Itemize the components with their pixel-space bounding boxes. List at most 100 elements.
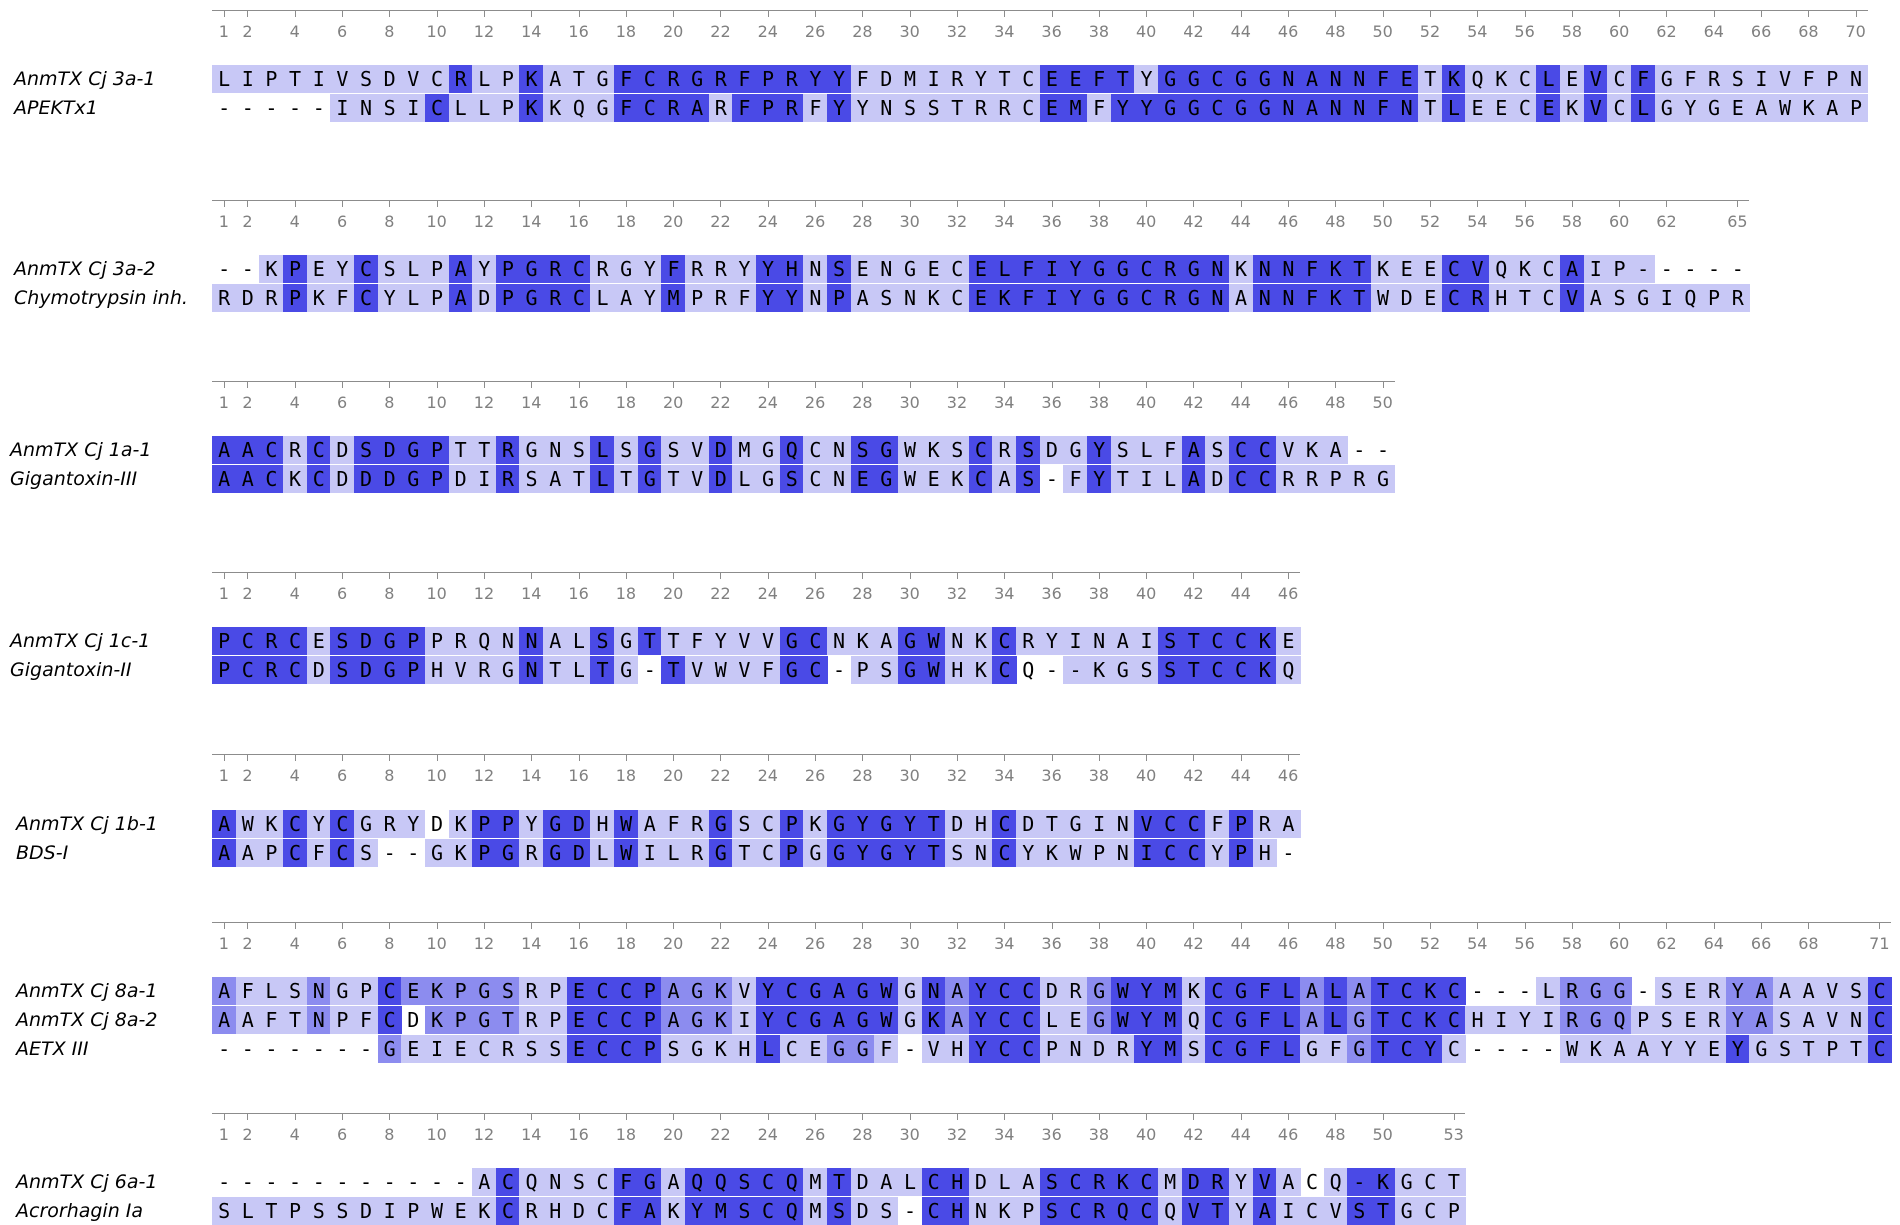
residue: H	[1252, 839, 1277, 867]
residue: D	[566, 1197, 591, 1225]
residue: E	[566, 1006, 591, 1034]
residue: G	[1394, 1168, 1419, 1196]
residue: C	[1536, 255, 1561, 283]
residue: T	[1418, 94, 1443, 122]
residue: K	[850, 627, 875, 655]
residue: A	[992, 465, 1017, 493]
residue: A	[661, 1006, 686, 1034]
ruler-tick	[531, 200, 532, 207]
residue: E	[1560, 65, 1585, 93]
ruler-tick	[1572, 922, 1573, 929]
ruler-tick-label: 48	[1325, 934, 1346, 953]
residue: C	[590, 1035, 615, 1063]
residue: R	[519, 1006, 544, 1034]
residue: -	[1045, 467, 1058, 491]
residue: G	[543, 810, 568, 838]
residue: F	[235, 977, 260, 1005]
residue: F	[330, 284, 355, 312]
ruler-tick-label: 52	[1419, 22, 1441, 41]
ruler-tick	[1761, 10, 1762, 17]
residue: T	[1110, 465, 1135, 493]
residue: G	[826, 1035, 852, 1063]
residue: P	[448, 977, 473, 1005]
ruler-tick-label: 34	[994, 934, 1015, 953]
ruler-tick	[1099, 200, 1100, 207]
ruler-tick-label: 38	[1088, 212, 1110, 231]
ruler-tick-label: 20	[662, 212, 684, 231]
ruler-tick	[389, 1113, 390, 1120]
residue: C	[755, 839, 781, 867]
residue: P	[637, 977, 662, 1005]
residue: I	[1583, 255, 1608, 283]
residue: N	[1276, 65, 1301, 93]
residue: A	[235, 839, 260, 867]
residue: K	[921, 284, 946, 312]
residue: L	[1158, 465, 1183, 493]
residue: Y	[850, 810, 875, 838]
ruler-tick-label: 16	[568, 212, 589, 231]
ruler-tick	[1288, 1113, 1289, 1120]
ruler-tick-label: 56	[1514, 934, 1535, 953]
residue: C	[779, 1035, 804, 1063]
residue: N	[1205, 255, 1230, 283]
residue: L	[1441, 94, 1467, 122]
ruler-tick-label: 10	[426, 393, 447, 412]
ruler-tick	[295, 922, 296, 929]
residue: E	[1394, 255, 1419, 283]
ruler-tick	[673, 922, 674, 929]
ruler-tick-label: 28	[852, 22, 873, 41]
residue: D	[377, 65, 402, 93]
ruler-tick-label: 34	[994, 212, 1015, 231]
residue: C	[755, 1168, 781, 1196]
residue: C	[1205, 977, 1230, 1005]
residue: S	[212, 1197, 237, 1225]
residue: A	[1276, 810, 1301, 838]
ruler-tick-label: 14	[521, 212, 542, 231]
residue: P	[1820, 1035, 1845, 1063]
residue: I	[306, 65, 331, 93]
residue: K	[1512, 255, 1537, 283]
residue: L	[1536, 977, 1561, 1005]
residue: V	[1583, 94, 1608, 122]
residue: D	[1016, 810, 1041, 838]
ruler-tick	[862, 200, 863, 207]
ruler-tick-label: 24	[757, 22, 778, 41]
ruler-tick	[1241, 754, 1242, 761]
residue: K	[448, 810, 473, 838]
residue: G	[874, 839, 899, 867]
residue: N	[874, 255, 899, 283]
residue: H	[1489, 284, 1514, 312]
ruler-tick	[957, 381, 958, 388]
residue: G	[708, 810, 733, 838]
ruler-tick-label: 6	[336, 393, 348, 412]
ruler-tick	[484, 922, 485, 929]
ruler-tick-label: 44	[1230, 393, 1251, 412]
ruler-tick	[1004, 1113, 1005, 1120]
residue: -	[430, 1170, 443, 1194]
residue: F	[1370, 65, 1396, 93]
residue: T	[566, 465, 591, 493]
residue: P	[850, 656, 875, 684]
residue: Y	[1063, 255, 1088, 283]
residue: P	[755, 94, 781, 122]
ruler-tick	[1477, 200, 1478, 207]
residue: F	[259, 1006, 284, 1034]
residue: C	[637, 94, 662, 122]
ruler-tick	[1099, 754, 1100, 761]
residue: H	[732, 1035, 757, 1063]
residue: Q	[1323, 1168, 1348, 1196]
ruler-tick-label: 1	[218, 766, 229, 785]
ruler-tick-label: 4	[289, 584, 300, 603]
residue: -	[1731, 257, 1744, 281]
residue: S	[519, 465, 544, 493]
ruler-tick-label: 44	[1230, 934, 1251, 953]
residue: -	[1282, 841, 1295, 865]
residue: P	[755, 65, 781, 93]
ruler-tick-label: 44	[1230, 584, 1251, 603]
residue: K	[1181, 977, 1206, 1005]
residue: T	[566, 65, 591, 93]
ruler-tick	[1241, 381, 1242, 388]
residue: C	[1134, 1197, 1159, 1225]
residue: S	[850, 436, 875, 464]
residue: V	[1772, 65, 1798, 93]
